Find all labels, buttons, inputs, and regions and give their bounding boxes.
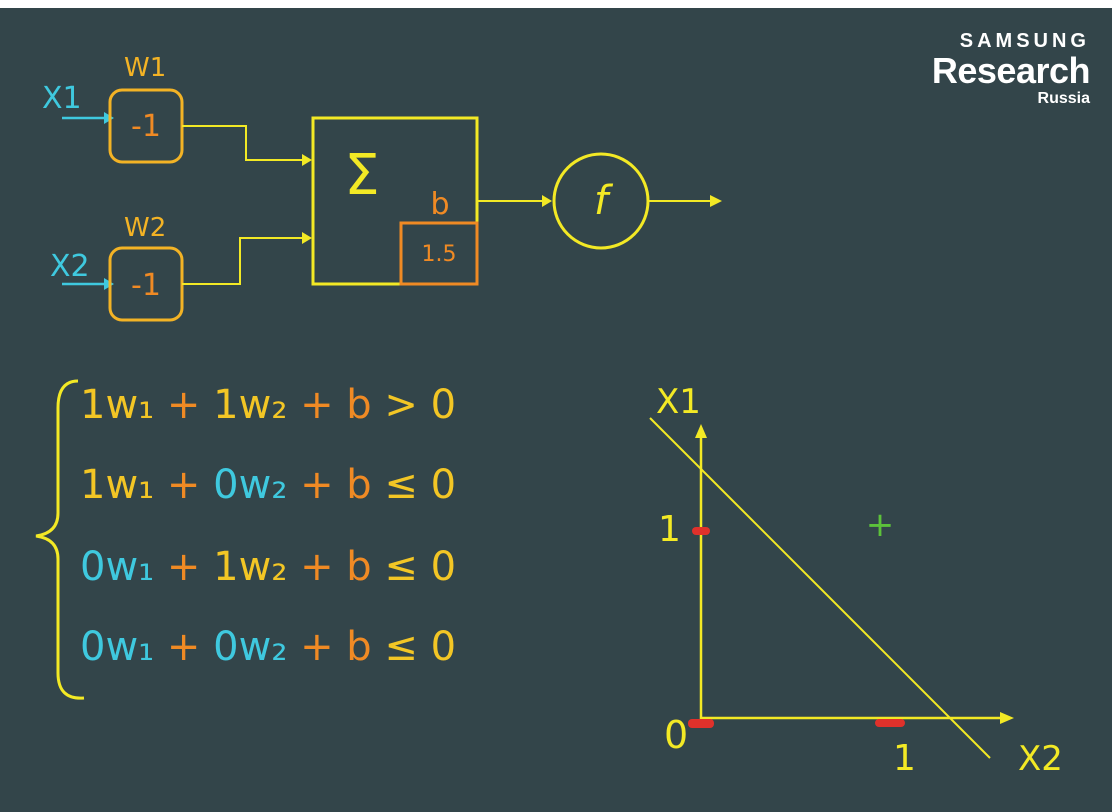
inequality-term: + [154,544,200,590]
x-axis-arrowhead [1000,712,1014,724]
negative-point-x2 [875,719,905,727]
logo-brand: SAMSUNG [959,30,1090,52]
inequality-term: 1w₂ [200,382,287,428]
negative-point-origin [688,719,714,728]
inequality-term: ≤ 0 [372,462,456,508]
samsung-research-logo: SAMSUNG Research Russia [931,30,1091,108]
inequality-term: 1w₂ [200,544,287,590]
inequality-line: 1w₁ + 1w₂ + b > 0 [80,382,456,428]
perceptron-diagram: X1 W1 -1 X2 W2 -1 Σ b 1.5 [42,53,722,322]
inequality-term: 0w₁ [80,624,154,670]
activation-symbol: f [594,178,614,224]
left-brace [35,379,85,700]
inequality-line: 0w₁ + 1w₂ + b ≤ 0 [80,544,456,590]
decision-plot: X1 X2 0 1 1 + [649,382,1063,779]
inequality-term: ≤ 0 [372,624,456,670]
input-x1-label: X1 [42,81,82,116]
w2-to-sum-wire [182,237,302,285]
output-arrowhead [710,195,722,207]
inequality-term: 0w₁ [80,544,154,590]
weight-w2-value: -1 [131,268,161,303]
w2-to-sum-arrowhead [302,232,312,244]
inequality-system: 1w₁ + 1w₂ + b > 0 1w₁ + 0w₂ + b ≤ 0 0w₁ + … [35,379,456,700]
bias-box [399,221,479,286]
positive-point-marker: + [866,505,895,545]
sum-to-activation-arrowhead [542,195,552,207]
origin-label: 0 [664,713,688,757]
inequality-term: 0w₂ [200,462,287,508]
y-axis-arrowhead [695,424,707,438]
sigma-symbol: Σ [344,143,379,208]
inequality-term: ≤ 0 [372,544,456,590]
y-axis-label: X1 [656,382,701,422]
logo-country: Russia [1037,90,1090,107]
inequality-term: + b [287,462,371,508]
lecture-diagram: X1 W1 -1 X2 W2 -1 Σ b 1.5 [35,53,1063,779]
chalkboard: SAMSUNG Research Russia X1 W1 -1 X2 W2 [0,8,1112,812]
inequality-term: 1w₁ [80,382,154,428]
inequality-term: + [154,462,200,508]
inequality-term: + [154,624,200,670]
inequality-lines: 1w₁ + 1w₂ + b > 0 1w₁ + 0w₂ + b ≤ 0 0w₁ + … [80,382,456,670]
bias-label: b [430,187,449,222]
logo-division: Research [931,50,1091,91]
negative-point-x1 [692,527,710,535]
bias-value: 1.5 [422,242,457,267]
y-tick-label: 1 [658,509,681,550]
inequality-term: > 0 [372,382,456,428]
input-x2-label: X2 [50,249,90,284]
x-tick-label: 1 [893,738,916,779]
weight-w2-label: W2 [124,213,166,243]
inequality-term: + b [287,544,371,590]
decision-boundary-line [649,417,991,759]
weight-w1-value: -1 [131,109,161,144]
inequality-line: 1w₁ + 0w₂ + b ≤ 0 [80,462,456,508]
inequality-line: 0w₁ + 0w₂ + b ≤ 0 [80,624,456,670]
inequality-term: 1w₁ [80,462,154,508]
x-axis-label: X2 [1018,739,1063,779]
inequality-term: + b [287,382,371,428]
weight-w1-label: W1 [124,53,166,83]
w1-to-sum-arrowhead [302,154,312,166]
inequality-term: + [154,382,200,428]
inequality-term: 0w₂ [200,624,287,670]
w1-to-sum-wire [182,125,302,161]
inequality-term: + b [287,624,371,670]
